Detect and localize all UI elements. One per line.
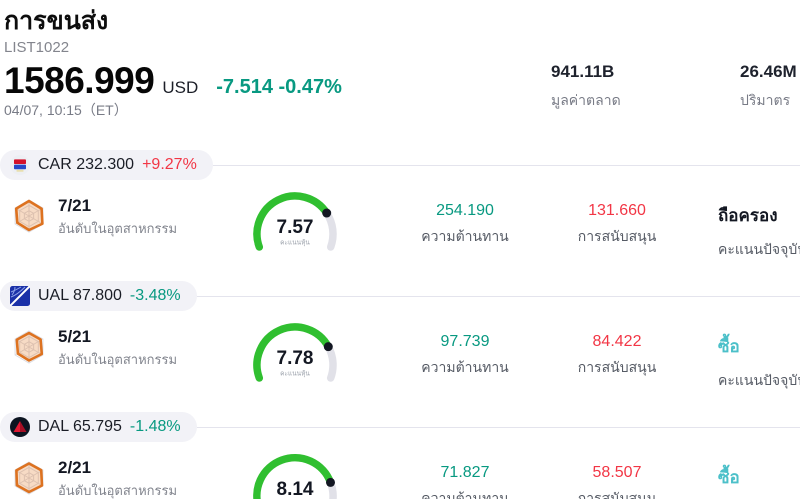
- support-value: 84.422: [592, 333, 642, 350]
- row-divider: [212, 164, 800, 166]
- price-row: 1586.999 USD -7.514 -0.47%: [4, 61, 796, 101]
- stock-list: CAR 232.300 +9.27%: [0, 150, 800, 499]
- rank-label: อันดับในอุตสาหกรรม: [58, 483, 178, 498]
- rank-text: 5/21 อันดับในอุตสาหกรรม: [58, 327, 177, 370]
- support-value: 131.660: [588, 202, 646, 219]
- stock-row-ual: UAL 87.800 -3.48%: [0, 281, 800, 403]
- volume-value: 26.46M: [740, 62, 797, 81]
- rank-label: อันดับในอุตสาหกรรม: [58, 352, 178, 367]
- row-header: DAL 65.795 -1.48%: [0, 412, 800, 442]
- signal-label: คะแนนปัจจุบัน: [718, 241, 800, 257]
- rank-value: 5/21: [58, 327, 92, 346]
- ticker-change: +9.27%: [142, 156, 197, 173]
- resistance-metric: 254.190 ความต้านทาน: [388, 202, 542, 248]
- signal-value: ซื้อ: [718, 468, 740, 487]
- support-metric: 84.422 การสนับสนุน: [542, 333, 692, 379]
- signal-block: ซื้อ คะแนนปัจจุบัน: [718, 464, 800, 499]
- rank-value: 2/21: [58, 458, 92, 477]
- volume-label: ปริมาตร: [740, 92, 791, 108]
- header-stats: 941.11B มูลค่าตลาด 26.46M ปริมาตร: [0, 62, 800, 117]
- resistance-value: 71.827: [440, 464, 490, 481]
- ticker-and-price: DAL 65.795: [38, 418, 122, 435]
- resistance-label: ความต้านทาน: [421, 359, 509, 375]
- stock-row-dal: DAL 65.795 -1.48%: [0, 412, 800, 499]
- row-header: UAL 87.800 -3.48%: [0, 281, 800, 311]
- svg-text:7.78: 7.78: [277, 348, 314, 369]
- svg-text:7.57: 7.57: [277, 217, 314, 238]
- page-title: การขนส่ง: [4, 7, 109, 35]
- ticker-pill-dal[interactable]: DAL 65.795 -1.48%: [0, 412, 197, 442]
- stock-row-car: CAR 232.300 +9.27%: [0, 150, 800, 272]
- support-metric: 131.660 การสนับสนุน: [542, 202, 692, 248]
- market-cap-value: 941.11B: [551, 62, 615, 81]
- support-metric: 58.507 การสนับสนุน: [542, 464, 692, 499]
- rank-value: 7/21: [58, 196, 92, 215]
- row-body: 5/21 อันดับในอุตสาหกรรม 7.78 คะแนนหุ้น 97…: [0, 319, 800, 403]
- industry-rank-block: 2/21 อันดับในอุตสาหกรรม: [10, 458, 177, 499]
- svg-text:8.14: 8.14: [277, 479, 314, 499]
- index-code: LIST1022: [4, 39, 70, 56]
- radar-chart-icon: [14, 461, 44, 495]
- ticker-change: -3.48%: [129, 287, 181, 304]
- market-cap-stat: 941.11B มูลค่าตลาด: [551, 62, 621, 112]
- united-airlines-logo: [10, 286, 30, 306]
- resistance-label: ความต้านทาน: [421, 228, 509, 244]
- resistance-value: 97.739: [440, 333, 490, 350]
- quote-timestamp: 04/07, 10:15（ET）: [4, 102, 128, 118]
- score-gauge: 8.14คะแนนหุ้น: [253, 453, 337, 499]
- svg-text:คะแนนหุ้น: คะแนนหุ้น: [280, 239, 310, 247]
- rank-text: 7/21 อันดับในอุตสาหกรรม: [58, 196, 177, 239]
- ticker-pill-car[interactable]: CAR 232.300 +9.27%: [0, 150, 213, 180]
- avis-budget-logo: [10, 155, 30, 175]
- header: การขนส่ง LIST1022 1586.999 USD -7.514 -0…: [0, 0, 800, 119]
- currency-label: USD: [162, 78, 199, 97]
- ticker-pill-ual[interactable]: UAL 87.800 -3.48%: [0, 281, 197, 311]
- delta-air-lines-logo: [10, 417, 30, 437]
- last-price: 1586.999: [4, 60, 155, 101]
- volume-stat: 26.46M ปริมาตร: [740, 62, 797, 112]
- signal-value: ถือครอง: [718, 206, 778, 225]
- ticker-change: -1.48%: [129, 418, 181, 435]
- price-change: -7.514 -0.47%: [216, 76, 342, 98]
- resistance-metric: 97.739 ความต้านทาน: [388, 333, 542, 379]
- resistance-label: ความต้านทาน: [421, 490, 509, 499]
- resistance-metric: 71.827 ความต้านทาน: [388, 464, 542, 499]
- support-label: การสนับสนุน: [577, 490, 657, 499]
- signal-block: ซื้อ คะแนนปัจจุบัน: [718, 333, 800, 392]
- ticker-and-price: UAL 87.800: [38, 287, 122, 304]
- row-body: 2/21 อันดับในอุตสาหกรรม 8.14คะแนนหุ้น 71…: [0, 450, 800, 499]
- support-label: การสนับสนุน: [577, 359, 657, 375]
- row-body: 7/21 อันดับในอุตสาหกรรม 7.57 คะแนนหุ้น 25…: [0, 188, 800, 272]
- support-label: การสนับสนุน: [577, 228, 657, 244]
- signal-block: ถือครอง คะแนนปัจจุบัน: [718, 202, 800, 261]
- ticker-and-price: CAR 232.300: [38, 156, 135, 173]
- row-header: CAR 232.300 +9.27%: [0, 150, 800, 180]
- signal-value: ซื้อ: [718, 337, 740, 356]
- resistance-value: 254.190: [436, 202, 494, 219]
- signal-label: คะแนนปัจจุบัน: [718, 372, 800, 388]
- market-cap-label: มูลค่าตลาด: [551, 92, 621, 108]
- row-divider: [196, 295, 800, 297]
- industry-rank-block: 7/21 อันดับในอุตสาหกรรม: [10, 196, 177, 239]
- row-divider: [196, 426, 800, 428]
- industry-rank-block: 5/21 อันดับในอุตสาหกรรม: [10, 327, 177, 370]
- radar-chart-icon: [14, 199, 44, 233]
- rank-text: 2/21 อันดับในอุตสาหกรรม: [58, 458, 177, 499]
- support-value: 58.507: [592, 464, 642, 481]
- svg-text:คะแนนหุ้น: คะแนนหุ้น: [280, 370, 310, 378]
- radar-chart-icon: [14, 330, 44, 364]
- rank-label: อันดับในอุตสาหกรรม: [58, 221, 178, 236]
